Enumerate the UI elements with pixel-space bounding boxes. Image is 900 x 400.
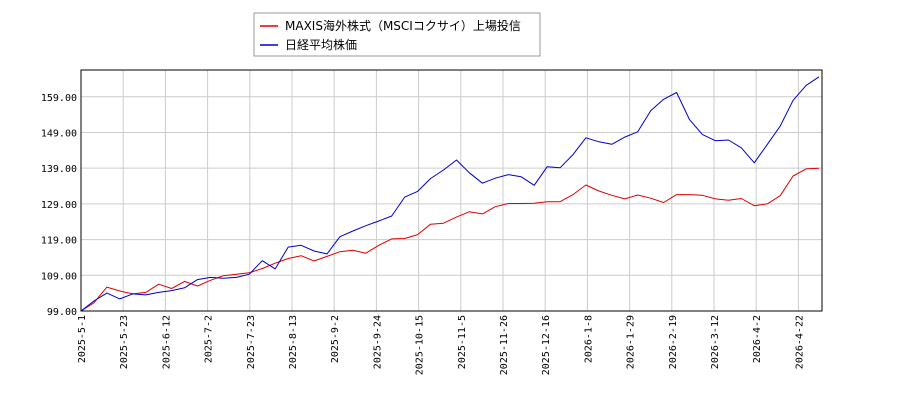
y-tick-label: 159.00 (41, 93, 77, 104)
series-layer (80, 76, 820, 312)
x-tick-label: 2026-4-2 (752, 315, 763, 363)
x-axis-labels: 2025-5-1 2025-5-23 2025-6-12 2025-7-2 2025-7… (77, 315, 805, 375)
plot-frame (80, 69, 823, 312)
x-tick-label: 2025-7-23 (246, 315, 257, 369)
y-tick-label: 149.00 (41, 128, 77, 139)
legend-box (253, 12, 541, 57)
legend-label-nikkei: 日経平均株価 (285, 37, 357, 52)
x-tick-label: 2025-8-13 (288, 315, 299, 369)
x-tick-label: 2025-5-23 (119, 315, 130, 369)
y-tick-label: 99.00 (47, 307, 77, 318)
x-tick-label: 2025-10-15 (415, 315, 426, 375)
x-tick-label: 2026-3-12 (710, 315, 721, 369)
plot-background (81, 70, 822, 311)
x-tick-label: 2025-9-24 (372, 315, 383, 369)
y-tick-label: 139.00 (41, 164, 77, 175)
x-tick-label: 2025-7-2 (204, 315, 215, 363)
legend: MAXIS海外株式（MSCIコクサイ）上場投信 日経平均株価 (253, 12, 541, 57)
x-tick-label: 2026-2-19 (668, 315, 679, 369)
series-line-nikkei (80, 76, 820, 312)
x-tick-label: 2025-11-26 (499, 315, 510, 375)
y-tick-label: 129.00 (41, 200, 77, 211)
x-tick-label: 2026-1-29 (626, 315, 637, 369)
y-tick-label: 109.00 (41, 271, 77, 282)
y-tick-label: 119.00 (41, 236, 77, 247)
y-axis-labels: 99.00 109.00 119.00 129.00 139.00 149.00 159.0… (41, 93, 77, 318)
x-tick-label: 2025-6-12 (161, 315, 172, 369)
x-tick-label: 2026-4-22 (794, 315, 805, 369)
series-line-maxis (80, 167, 820, 312)
x-tick-label: 2025-9-2 (330, 315, 341, 363)
legend-label-maxis: MAXIS海外株式（MSCIコクサイ）上場投信 (285, 18, 521, 33)
x-tick-label: 2026-1-8 (583, 315, 594, 363)
x-tick-label: 2025-12-16 (541, 315, 552, 375)
x-tick-label: 2025-5-1 (77, 315, 88, 363)
x-tick-label: 2025-11-5 (457, 315, 468, 369)
